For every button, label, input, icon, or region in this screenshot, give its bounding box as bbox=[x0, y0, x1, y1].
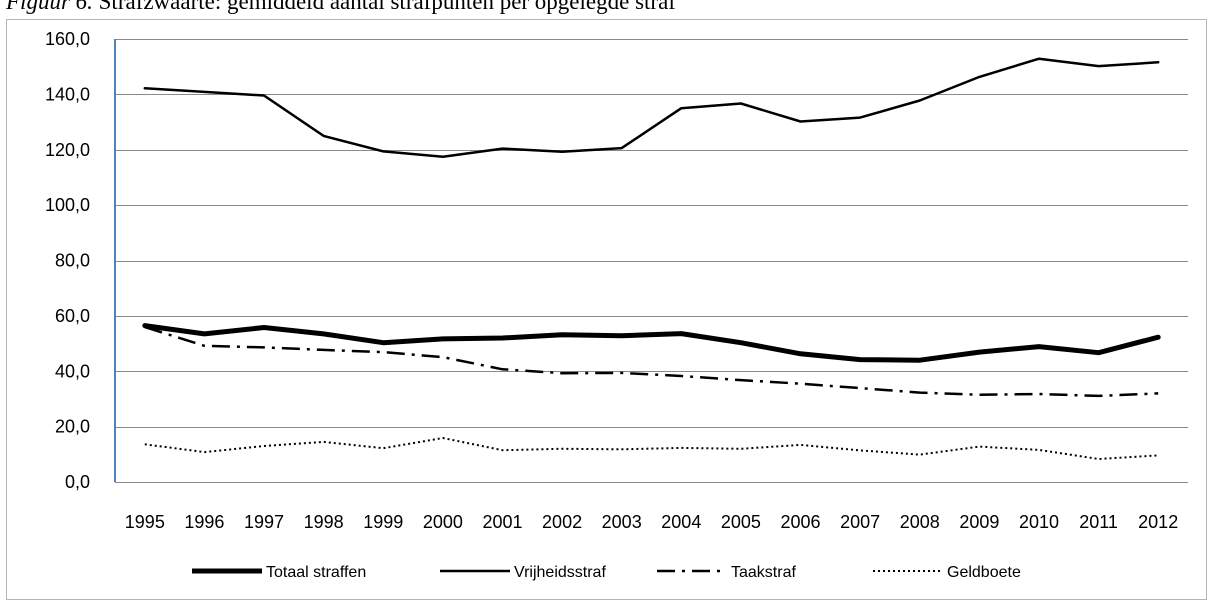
x-tick-label: 2011 bbox=[1079, 512, 1118, 532]
x-tick-label: 2005 bbox=[721, 512, 761, 532]
x-tick-label: 2007 bbox=[840, 512, 880, 532]
chart-frame bbox=[6, 19, 1207, 600]
x-tick-label: 2010 bbox=[1019, 512, 1059, 532]
y-tick-label: 100,0 bbox=[45, 195, 90, 215]
figure-title: Strafzwaarte: gemiddeld aantal strafpunt… bbox=[98, 0, 676, 14]
series-line-1 bbox=[143, 57, 1160, 158]
x-tick-label: 1996 bbox=[184, 512, 224, 532]
x-axis-tick-labels: 1995 1996 1997 1998 1999 2000 2001 2002 2003 2004… bbox=[125, 512, 1178, 532]
x-tick-label: 1998 bbox=[304, 512, 344, 532]
x-tick-label: 1997 bbox=[244, 512, 284, 532]
x-tick-label: 2000 bbox=[423, 512, 463, 532]
x-tick-label: 2001 bbox=[482, 512, 522, 532]
series-line-0 bbox=[142, 323, 1161, 363]
x-tick-label: 2004 bbox=[661, 512, 701, 532]
x-tick-label: 2002 bbox=[542, 512, 582, 532]
y-tick-label: 80,0 bbox=[55, 251, 90, 271]
y-tick-label: 40,0 bbox=[55, 361, 90, 381]
x-tick-label: 1995 bbox=[125, 512, 165, 532]
series-line-3 bbox=[144, 437, 1159, 460]
y-tick-label: 160,0 bbox=[45, 29, 90, 49]
legend-label-3: Geldboete bbox=[947, 564, 1021, 581]
x-tick-label: 2012 bbox=[1138, 512, 1178, 532]
x-tick-label: 1999 bbox=[363, 512, 403, 532]
x-tick-label: 2009 bbox=[959, 512, 999, 532]
x-tick-label: 2003 bbox=[602, 512, 642, 532]
series-lines bbox=[142, 57, 1161, 460]
y-tick-label: 0,0 bbox=[65, 472, 90, 492]
legend-label-0: Totaal straffen bbox=[266, 564, 366, 581]
x-tick-label: 2006 bbox=[781, 512, 821, 532]
y-axis-tick-labels: 0,0 20,0 40,0 60,0 80,0 100,0 120,0 140,0 160,0 bbox=[45, 29, 90, 492]
legend: Totaal straffen Vrijheidsstraf Taakstraf Ge… bbox=[192, 564, 1021, 581]
x-tick-label: 2008 bbox=[900, 512, 940, 532]
figure-caption: Figuur 6. Strafzwaarte: gemiddeld aantal… bbox=[6, 0, 676, 15]
series-line-2 bbox=[144, 325, 1159, 398]
y-tick-label: 140,0 bbox=[45, 84, 90, 104]
legend-label-1: Vrijheidsstraf bbox=[514, 564, 606, 581]
y-tick-label: 120,0 bbox=[45, 140, 90, 160]
y-tick-label: 20,0 bbox=[55, 417, 90, 437]
grid-lines bbox=[115, 39, 1188, 428]
y-tick-label: 60,0 bbox=[55, 306, 90, 326]
legend-label-2: Taakstraf bbox=[731, 564, 796, 581]
figure-number: Figuur 6. bbox=[6, 0, 93, 14]
